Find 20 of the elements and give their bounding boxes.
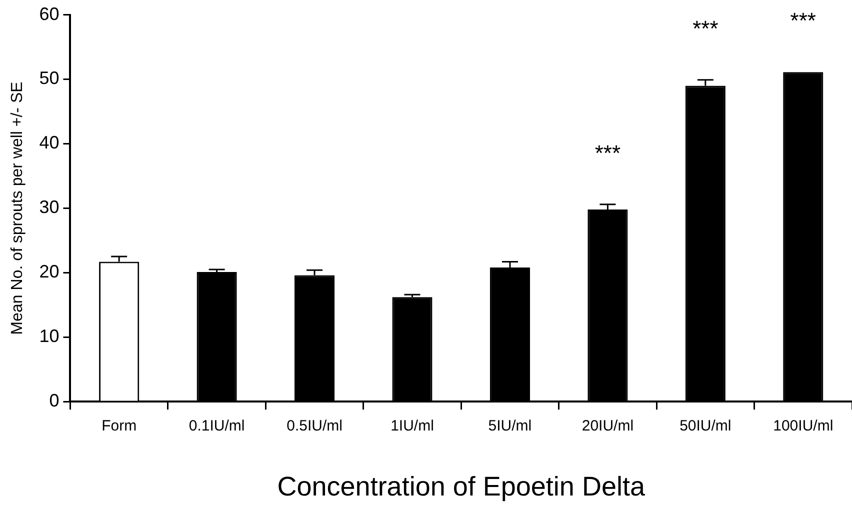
y-tick-label: 10 xyxy=(39,326,60,346)
x-tick-label: 1IU/ml xyxy=(390,418,434,435)
x-tick-label: 50IU/ml xyxy=(680,418,732,435)
x-tick-label: 20IU/ml xyxy=(582,418,634,435)
x-tick-label: 0.5IU/ml xyxy=(286,418,342,435)
y-tick-label: 20 xyxy=(39,262,60,282)
y-tick-label: 40 xyxy=(39,132,60,153)
annotation: *** xyxy=(790,8,816,34)
y-tick-label: 60 xyxy=(39,4,60,24)
y-tick-label: 30 xyxy=(39,197,60,218)
annotation: *** xyxy=(594,140,621,166)
x-tick-label: 100IU/ml xyxy=(773,418,834,435)
x-tick-label: 0.1IU/ml xyxy=(188,418,245,435)
y-tick-label: 50 xyxy=(39,68,60,88)
x-axis-title: Concentration of Epoetin Delta xyxy=(277,471,646,502)
x-tick-label: Form xyxy=(102,418,137,435)
x-tick-label: 5IU/ml xyxy=(488,418,532,435)
y-tick-label: 0 xyxy=(49,390,60,411)
y-axis-title: Mean No. of sprouts per well +/- SE xyxy=(9,82,26,335)
annotation: *** xyxy=(692,16,719,41)
